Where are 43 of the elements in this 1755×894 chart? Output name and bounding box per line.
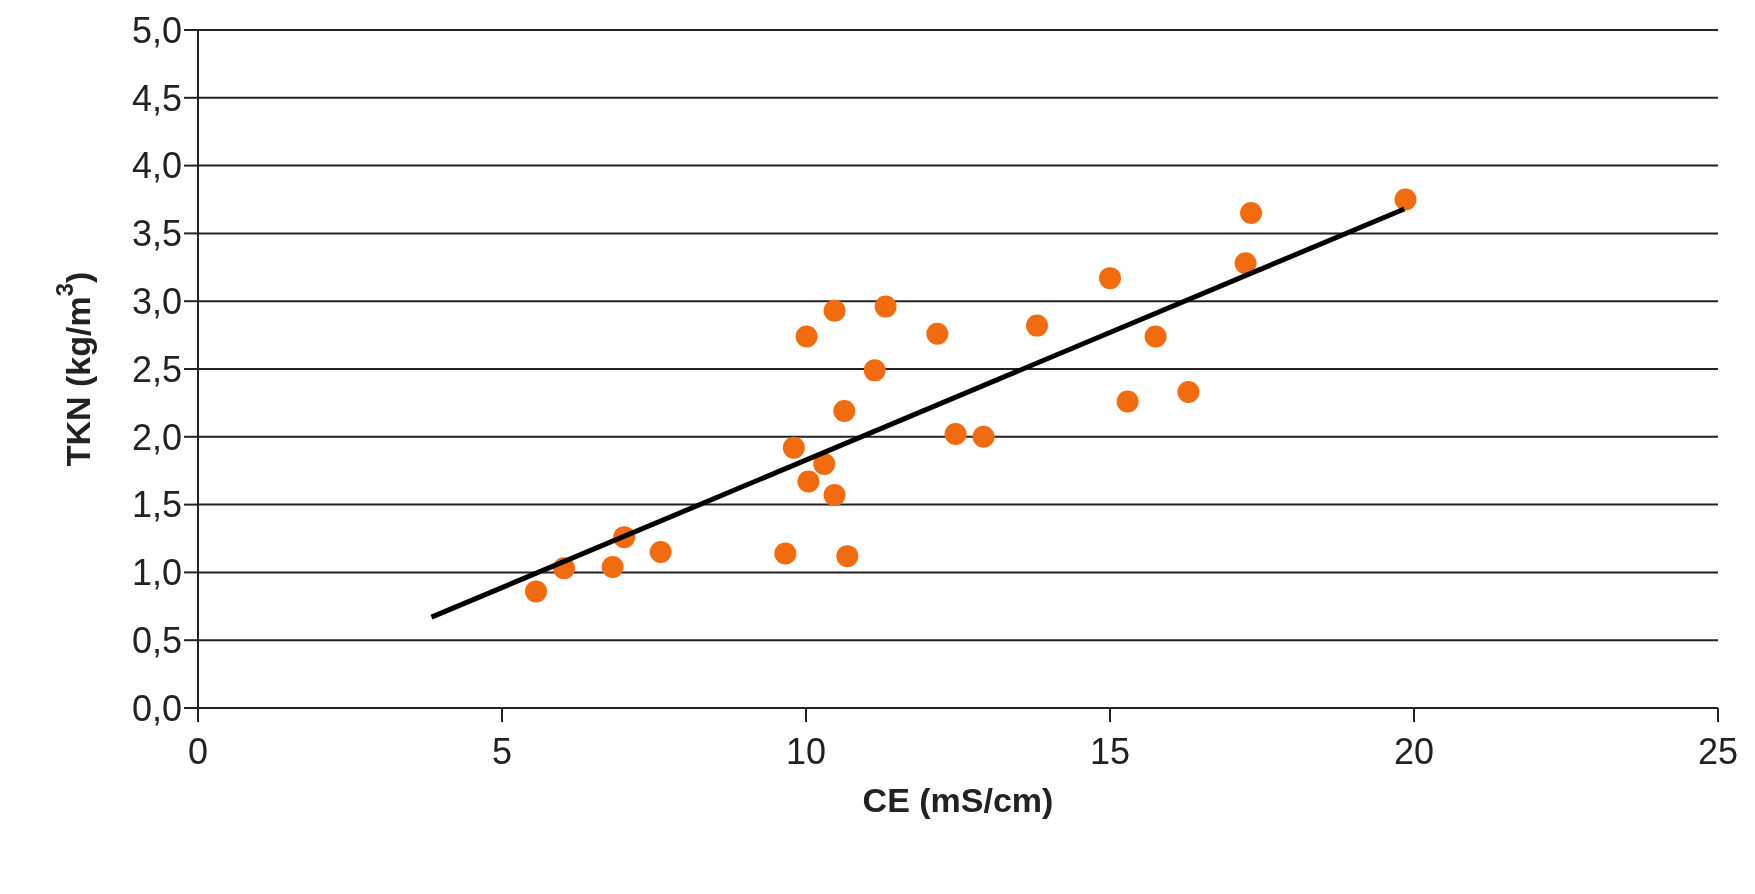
- point: [944, 423, 967, 446]
- point: [833, 400, 856, 423]
- point: [525, 580, 548, 603]
- y-tick-label: 1,5: [131, 484, 182, 526]
- x-axis-title: CE (mS/cm): [862, 781, 1054, 819]
- y-tick-label: 1,0: [131, 552, 182, 594]
- y-tick-label: 5,0: [131, 9, 182, 51]
- y-tick-label: 3,5: [131, 213, 182, 255]
- point: [1394, 188, 1417, 211]
- x-tick-label: 20: [1393, 730, 1435, 772]
- point: [926, 322, 949, 345]
- x-tick-label: 15: [1089, 730, 1131, 772]
- point: [972, 425, 995, 448]
- x-tick-label: 5: [491, 730, 513, 772]
- point: [836, 545, 859, 568]
- x-tick-label: 0: [187, 730, 209, 772]
- y-tick-label: 2,5: [131, 348, 182, 390]
- point: [1177, 381, 1200, 404]
- y-tick-label: 4,5: [131, 77, 182, 119]
- x-tick-label: 10: [785, 730, 827, 772]
- point: [1234, 252, 1257, 275]
- y-tick-label: 4,0: [131, 145, 182, 187]
- point: [1240, 202, 1263, 225]
- point: [813, 452, 836, 475]
- point: [863, 359, 886, 382]
- point: [823, 299, 846, 322]
- point: [782, 436, 805, 459]
- point: [874, 295, 897, 318]
- point: [774, 542, 797, 565]
- x-tick-label: 25: [1697, 730, 1739, 772]
- point: [649, 541, 672, 564]
- point: [1144, 325, 1167, 348]
- point: [795, 325, 818, 348]
- y-tick-label: 0,0: [131, 687, 182, 729]
- point: [1099, 267, 1121, 290]
- point: [1026, 314, 1049, 337]
- point: [797, 470, 820, 493]
- y-tick-label: 0,5: [131, 619, 182, 661]
- point: [601, 555, 624, 578]
- point: [1116, 390, 1139, 413]
- point: [823, 484, 846, 507]
- y-tick-label: 3,0: [131, 280, 182, 322]
- y-tick-label: 2,0: [131, 416, 182, 458]
